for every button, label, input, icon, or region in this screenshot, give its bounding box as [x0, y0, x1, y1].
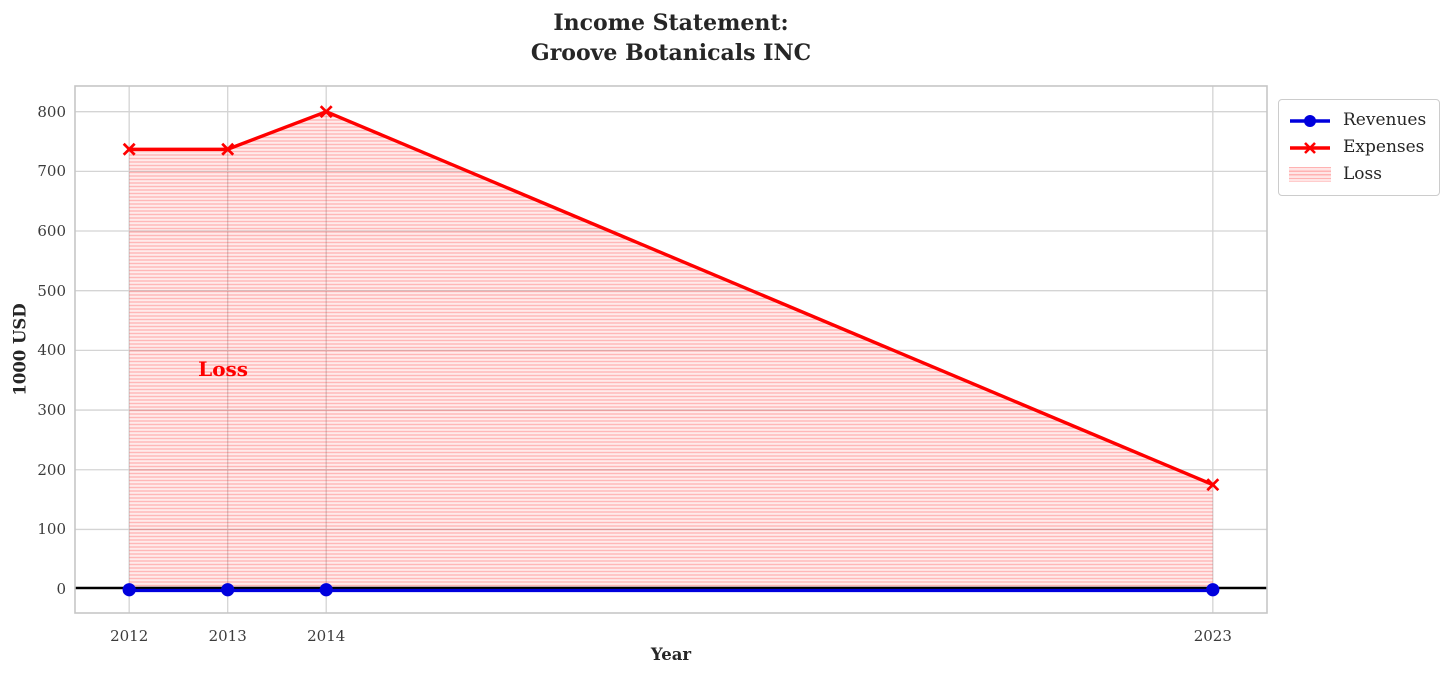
revenues-marker [122, 583, 136, 597]
revenues-marker [319, 583, 333, 597]
x-tick-label: 2023 [1193, 627, 1232, 645]
loss-area [129, 111, 1213, 590]
revenues-marker [1206, 583, 1220, 597]
chart-title: Income Statement: Groove Botanicals INC [531, 8, 811, 68]
y-tick-label: 400 [37, 341, 66, 360]
x-tick-label: 2013 [208, 627, 247, 645]
expenses-line [129, 109, 1214, 487]
legend-label-loss: Loss [1343, 164, 1382, 184]
y-tick-label: 500 [37, 281, 66, 300]
legend-item-expenses: Expenses [1289, 134, 1429, 161]
x-tick-label: 2012 [110, 627, 149, 645]
y-tick-label: 300 [37, 401, 66, 420]
y-tick-label: 600 [37, 222, 66, 241]
legend-label-revenues: Revenues [1343, 110, 1427, 130]
x-axis-label: Year [650, 645, 692, 664]
y-tick-label: 0 [56, 580, 66, 599]
legend-item-loss: Loss [1289, 161, 1429, 188]
plot-border [74, 85, 1268, 614]
chart-title-line-2: Groove Botanicals INC [530, 40, 812, 66]
expenses-marker [319, 105, 333, 119]
loss-legend-sample [1289, 167, 1331, 182]
revenues-marker [221, 583, 235, 597]
x-tick-label: 2014 [307, 627, 346, 645]
y-tick-label: 200 [37, 460, 66, 479]
expenses-marker [122, 142, 136, 156]
legend-item-revenues: Revenues [1289, 107, 1429, 134]
y-tick-label: 800 [37, 102, 66, 121]
revenues-legend-sample [1290, 114, 1330, 127]
chart-title-line-1: Income Statement: [553, 10, 789, 36]
legend: Revenues Expenses Loss [1278, 99, 1440, 196]
expenses-marker [221, 142, 235, 156]
legend-label-expenses: Expenses [1343, 137, 1425, 157]
loss-annotation: Loss [198, 357, 249, 382]
y-tick-label: 700 [37, 162, 66, 181]
expenses-legend-sample [1290, 141, 1330, 154]
y-tick-label: 100 [37, 520, 66, 539]
expenses-marker [1206, 478, 1220, 492]
